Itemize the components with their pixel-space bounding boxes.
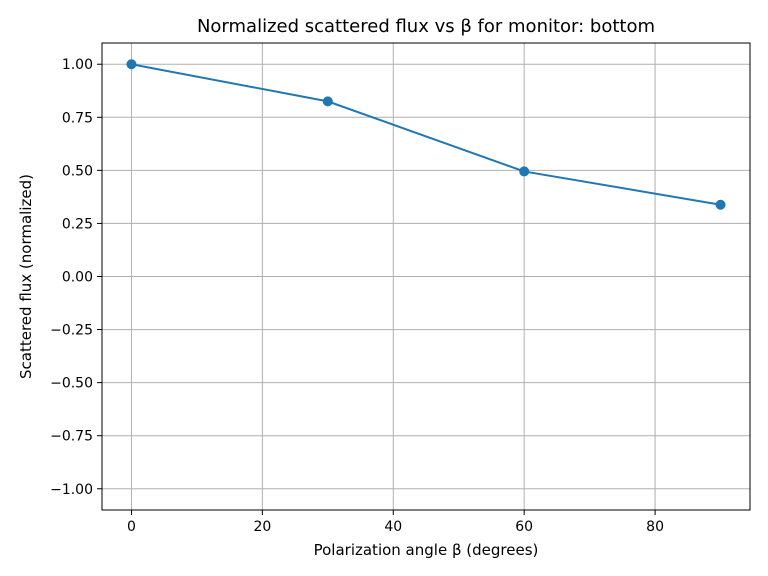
y-tick-label: −0.25 <box>50 323 93 339</box>
x-axis-label: Polarization angle β (degrees) <box>314 541 539 559</box>
x-axis-ticks: 0 20 40 60 80 <box>127 510 664 535</box>
x-tick-label: 60 <box>515 519 533 535</box>
data-point <box>322 96 333 107</box>
y-tick-label: 0.25 <box>62 216 93 232</box>
data-point <box>715 199 726 210</box>
y-tick-label: 0.75 <box>62 110 93 126</box>
data-point <box>126 59 137 70</box>
y-tick-label: 0.50 <box>62 163 93 179</box>
chart-title: Normalized scattered flux vs β for monit… <box>197 16 655 37</box>
y-tick-label: −1.00 <box>50 482 93 498</box>
series-line <box>131 63 721 206</box>
x-tick-label: 80 <box>646 519 664 535</box>
y-tick-label: −0.50 <box>50 376 93 392</box>
y-tick-label: 0.00 <box>62 270 93 286</box>
x-tick-label: 40 <box>384 519 402 535</box>
y-tick-label: 1.00 <box>62 57 93 73</box>
grid-lines <box>102 43 750 510</box>
x-tick-label: 20 <box>253 519 271 535</box>
series-points <box>126 59 726 210</box>
x-tick-label: 0 <box>127 519 136 535</box>
y-tick-label: −0.75 <box>50 429 93 445</box>
y-axis-ticks: 1.00 0.75 0.50 0.25 0.00 −0.25 −0.50 −0.75 −1.00 <box>50 57 102 498</box>
plot-area-frame <box>101 42 751 511</box>
data-point <box>519 166 530 177</box>
y-axis-label: Scattered flux (normalized) <box>17 174 35 379</box>
